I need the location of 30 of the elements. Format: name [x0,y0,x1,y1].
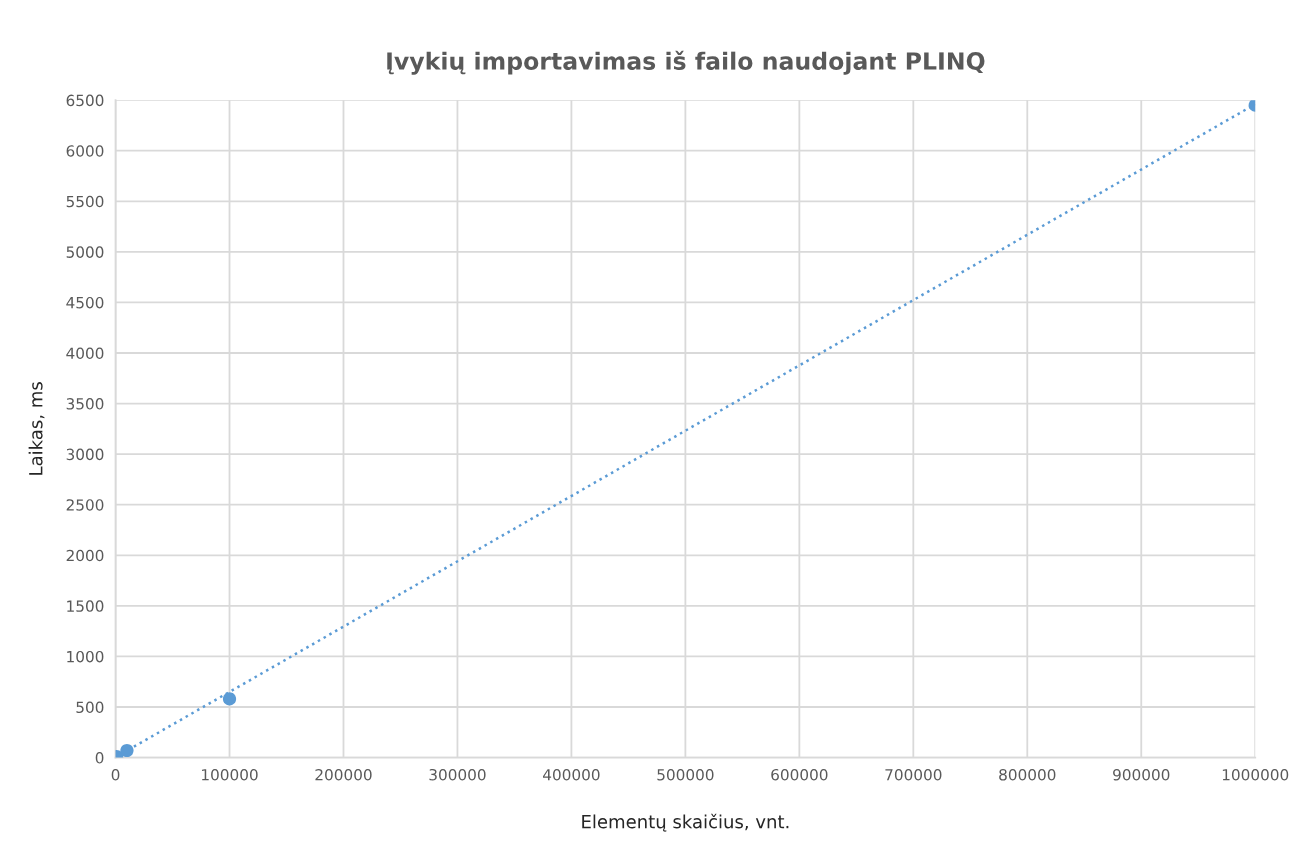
x-tick-label: 300000 [429,768,486,781]
y-tick-label: 0 [95,752,104,764]
y-tick-label: 1500 [67,600,104,612]
chart-title: Įvykių importavimas iš failo naudojant PLINQ [387,50,985,75]
x-tick-label: 500000 [657,768,714,781]
x-tick-label: 900000 [1113,768,1170,781]
y-tick-label: 4000 [66,347,104,360]
y-tick-label: 1000 [67,650,104,663]
y-axis-title: Laikas, ms [28,382,45,475]
x-tick-label: 200000 [315,768,372,781]
y-tick-label: 6500 [66,94,104,107]
x-tick-label: 100000 [202,768,258,781]
x-tick-label: 800000 [999,768,1056,781]
point [120,743,134,758]
y-tick-label: 3500 [66,398,104,410]
y-tick-label: 4500 [66,296,104,309]
y-tick-label: 6000 [66,145,104,157]
y-tick-label: 5000 [66,246,104,258]
x-tick-label: 600000 [771,768,828,781]
x-tick-label: 0 [111,768,120,781]
x-tick-label: 1000000 [1222,768,1289,781]
y-tick-label: 3000 [66,448,104,461]
x-tick-label: 400000 [543,768,600,781]
x-tick-label: 700000 [885,768,942,781]
y-tick-label: 2500 [66,499,104,511]
x-axis-title: Elementų skaičius, vnt. [582,813,789,832]
y-tick-label: 5500 [66,195,104,208]
y-tick-label: 500 [76,701,104,714]
point [222,692,237,706]
y-tick-label: 2000 [66,549,104,562]
